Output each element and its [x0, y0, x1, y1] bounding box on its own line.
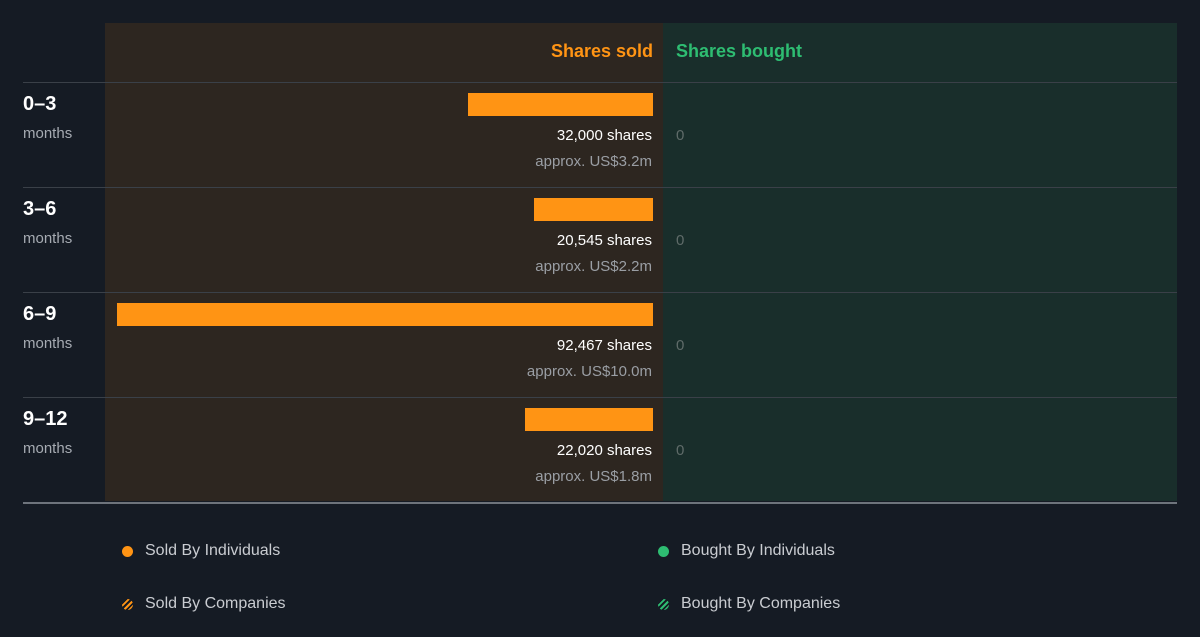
- legend-item: Bought By Companies: [658, 593, 840, 615]
- sold-shares-label: 22,020 shares: [556, 442, 652, 459]
- bought-shares-label: 0: [676, 232, 685, 249]
- legend-hatched-swatch: [122, 598, 133, 610]
- legend-item: Sold By Companies: [122, 593, 286, 615]
- sold-shares-label: 32,000 shares: [556, 127, 652, 144]
- sold-value-label: approx. US$10.0m: [526, 363, 652, 380]
- period-unit-label: months: [23, 125, 73, 142]
- sold-bar: [468, 93, 653, 116]
- legend-item: Bought By Individuals: [658, 540, 835, 562]
- table-row: 0–3 months 32,000 shares approx. US$3.2m 0: [0, 82, 1200, 187]
- row-divider: [23, 82, 1177, 83]
- legend-label: Bought By Companies: [681, 595, 841, 612]
- row-divider: [23, 292, 1177, 293]
- legend-dot-swatch: [122, 545, 133, 557]
- sold-bar: [117, 303, 653, 326]
- sold-bar: [534, 198, 653, 221]
- period-label: 6–9: [23, 303, 57, 325]
- period-label: 3–6: [23, 198, 57, 220]
- shares-bought-header: Shares bought: [676, 41, 803, 61]
- row-divider: [23, 187, 1177, 188]
- table-row: 3–6 months 20,545 shares approx. US$2.2m 0: [0, 187, 1200, 292]
- legend-dot-swatch: [658, 545, 669, 557]
- table-row: 9–12 months 22,020 shares approx. US$1.8m 0: [0, 397, 1200, 502]
- legend-label: Sold By Companies: [145, 595, 286, 612]
- period-label: 9–12: [23, 408, 68, 430]
- sold-shares-label: 92,467 shares: [556, 337, 652, 354]
- sold-shares-label: 20,545 shares: [556, 232, 652, 249]
- chart-baseline: [23, 502, 1177, 504]
- bought-shares-label: 0: [676, 442, 685, 459]
- legend-label: Bought By Individuals: [681, 542, 835, 559]
- legend-label: Sold By Individuals: [145, 542, 281, 559]
- shares-sold-header: Shares sold: [550, 41, 653, 61]
- period-unit-label: months: [23, 230, 73, 247]
- sold-value-label: approx. US$1.8m: [535, 468, 652, 485]
- bought-shares-label: 0: [676, 337, 685, 354]
- sold-bar: [525, 408, 653, 431]
- legend-item: Sold By Individuals: [122, 540, 280, 562]
- sold-value-label: approx. US$2.2m: [535, 258, 652, 275]
- period-unit-label: months: [23, 335, 73, 352]
- legend-hatched-swatch: [658, 598, 669, 610]
- period-unit-label: months: [23, 440, 73, 457]
- sold-value-label: approx. US$3.2m: [535, 153, 652, 170]
- shares-bought-panel: [663, 23, 1177, 501]
- row-divider: [23, 397, 1177, 398]
- bought-shares-label: 0: [676, 127, 685, 144]
- table-row: 6–9 months 92,467 shares approx. US$10.0m 0: [0, 292, 1200, 397]
- period-label: 0–3: [23, 93, 57, 115]
